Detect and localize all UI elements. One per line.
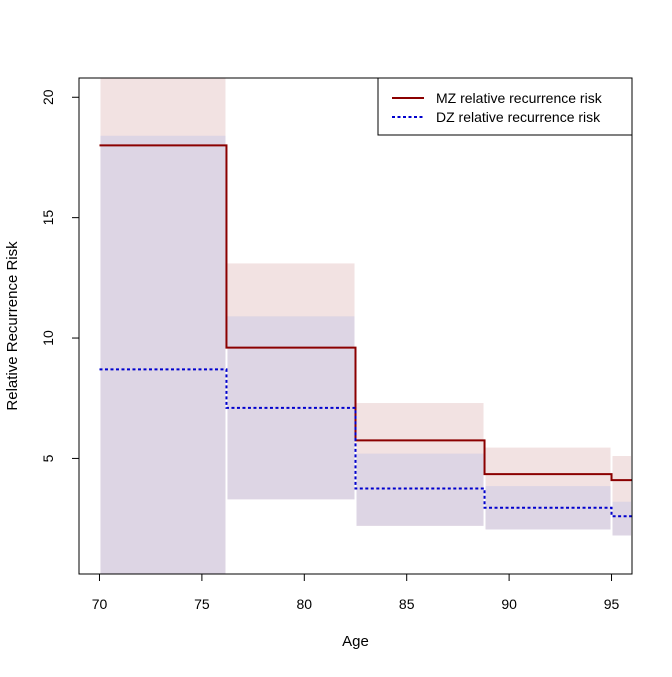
ci-band-dz-1 xyxy=(227,316,355,500)
y-axis: 5 10 15 20 xyxy=(40,89,79,462)
mz-series-line xyxy=(99,144,632,482)
ci-band-dz-3 xyxy=(485,486,611,530)
series-lines xyxy=(99,144,632,518)
x-axis: 70 75 80 85 90 95 xyxy=(92,574,620,612)
dz-series-line xyxy=(99,368,632,518)
plot-frame xyxy=(78,77,633,575)
y-tick-label-3: 20 xyxy=(40,89,56,105)
y-axis-title: Relative Recurrence Risk xyxy=(4,241,21,411)
confidence-bands xyxy=(100,78,631,574)
x-tick-label-2: 80 xyxy=(297,596,313,612)
legend-box xyxy=(377,77,633,136)
x-tick-label-3: 85 xyxy=(399,596,415,612)
ci-band-dz-4 xyxy=(612,501,631,536)
x-tick-label-1: 75 xyxy=(194,596,210,612)
y-tick-label-2: 15 xyxy=(40,210,56,226)
x-tick-label-0: 70 xyxy=(92,596,108,612)
y-tick-label-0: 5 xyxy=(40,454,56,462)
y-tick-label-1: 10 xyxy=(40,330,56,346)
x-tick-label-5: 95 xyxy=(604,596,620,612)
x-axis-title: Age xyxy=(342,633,369,650)
x-tick-label-4: 90 xyxy=(501,596,517,612)
ci-band-dz-2 xyxy=(356,453,484,526)
legend-label-1: DZ relative recurrence risk xyxy=(436,109,601,125)
ci-band-dz-0 xyxy=(100,135,226,574)
legend-label-0: MZ relative recurrence risk xyxy=(436,90,603,106)
legend: MZ relative recurrence risk DZ relative r… xyxy=(377,77,633,136)
